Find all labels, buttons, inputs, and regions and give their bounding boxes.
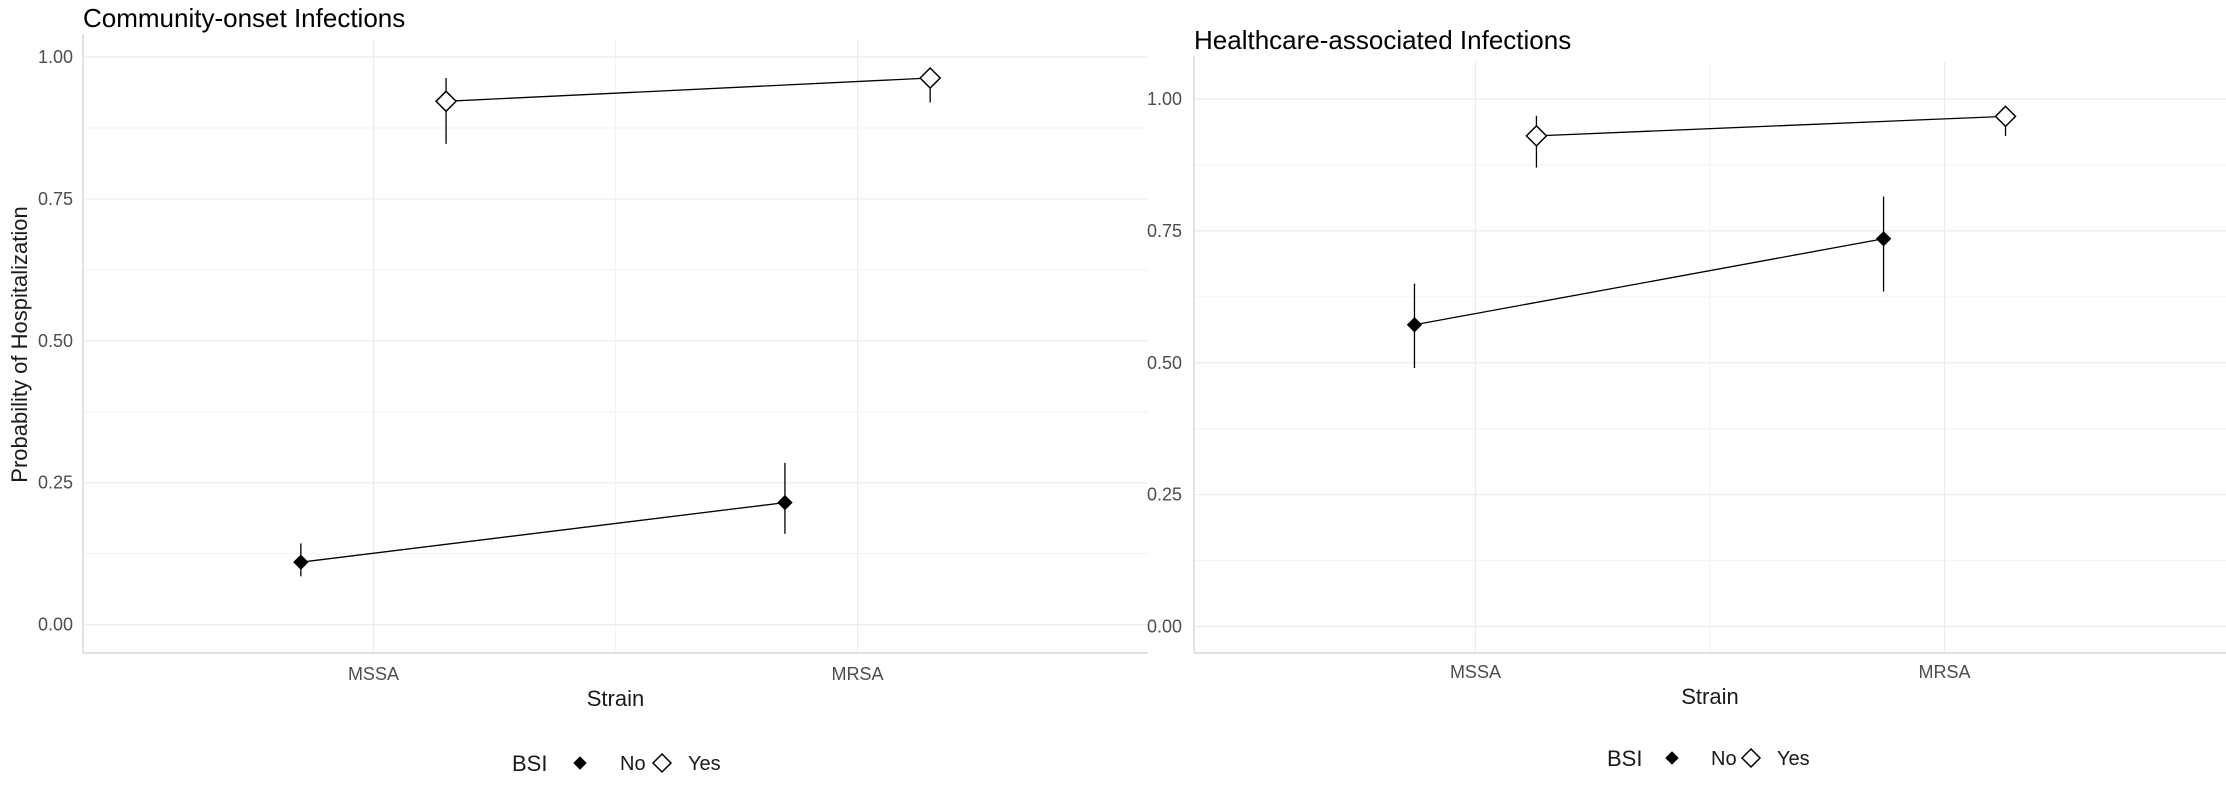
panel-2-legend-title: BSI — [1607, 746, 1642, 771]
panel-2-series-yes-point — [1994, 105, 2017, 128]
panel-1-series-yes-point — [435, 90, 458, 113]
panel-1-x-tick-label: MSSA — [348, 664, 399, 684]
panel-2-series-yes-point — [1525, 124, 1548, 147]
panel-1-series-yes-line — [446, 77, 931, 102]
panel-2-series-yes-line — [1536, 115, 2006, 137]
panel-2-legend-label-no: No — [1711, 748, 1737, 770]
panel-1-y-tick-label: 0.00 — [38, 615, 73, 635]
panel-2-y-tick-label: 0.50 — [1147, 353, 1182, 373]
panel-1-legend-title: BSI — [512, 751, 547, 776]
panel-1-y-tick-label: 0.25 — [38, 473, 73, 493]
panel-2-x-tick-label: MRSA — [1919, 662, 1971, 682]
panel-2-title: Healthcare-associated Infections — [1194, 25, 1571, 55]
panel-1-series-no-line — [300, 501, 786, 563]
panel-1-legend-label-yes: Yes — [688, 753, 721, 775]
panel-2-legend-key-no — [1665, 751, 1679, 765]
panel-1-series-no-point — [777, 494, 793, 511]
panel-2-series-no-point — [1875, 231, 1892, 247]
panel-2-y-tick-label: 0.00 — [1147, 617, 1182, 637]
panel-2-legend-label-yes: Yes — [1777, 748, 1810, 770]
panel-1-x-tick-label: MRSA — [832, 664, 884, 684]
panel-1-y-tick-label: 0.75 — [38, 189, 73, 209]
panel-1-legend-label-no: No — [620, 753, 646, 775]
panel-2-y-tick-label: 1.00 — [1147, 89, 1182, 109]
panel-1-y-tick-label: 1.00 — [38, 47, 73, 67]
panel-1-series-yes-point — [919, 66, 942, 90]
panel-1-y-tick-label: 0.50 — [38, 331, 73, 351]
panel-2-series-no-point — [1406, 317, 1423, 333]
panel-1-legend-key-no — [573, 756, 587, 770]
panel-2-x-tick-label: MSSA — [1450, 662, 1501, 682]
panel-2-x-axis-title: Strain — [1681, 684, 1738, 709]
panel-1-y-axis-title: Probability of Hospitalization — [7, 206, 32, 482]
panel-1-title: Community-onset Infections — [83, 3, 405, 33]
panel-2-y-tick-label: 0.75 — [1147, 221, 1182, 241]
panel-2-y-tick-label: 0.25 — [1147, 485, 1182, 505]
panel-2-series-no-line — [1414, 238, 1884, 326]
panel-2-legend-key-yes — [1740, 747, 1762, 769]
panel-1-series-no-point — [293, 554, 309, 570]
panel-1-x-axis-title: Strain — [587, 686, 644, 711]
panel-1-legend-key-yes — [651, 752, 673, 774]
